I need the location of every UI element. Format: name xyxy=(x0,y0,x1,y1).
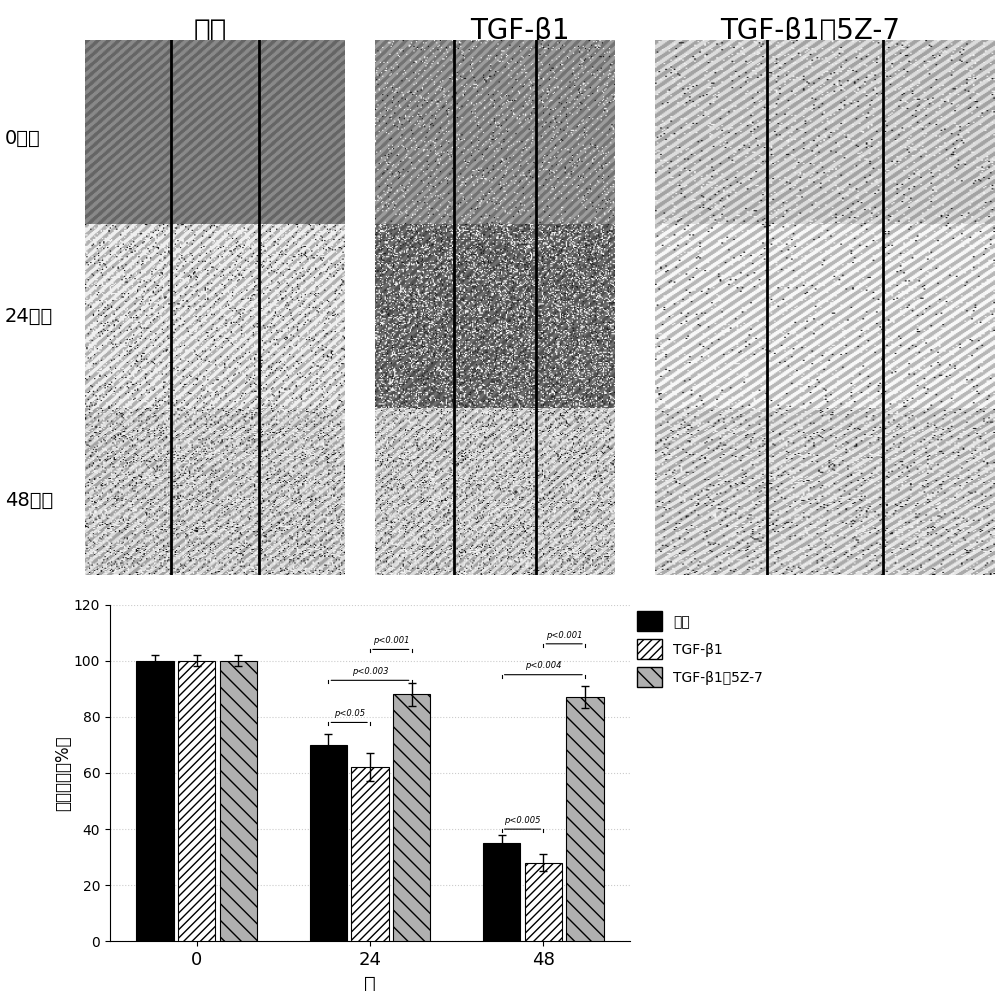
Bar xyxy=(525,863,562,941)
Text: p<0.001: p<0.001 xyxy=(546,630,582,639)
Legend: 对照, TGF-β1, TGF-β1和5Z-7: 对照, TGF-β1, TGF-β1和5Z-7 xyxy=(637,611,763,687)
Text: p<0.001: p<0.001 xyxy=(373,636,409,645)
Text: p<0.003: p<0.003 xyxy=(352,667,388,676)
Text: 0小时: 0小时 xyxy=(5,129,41,148)
Bar xyxy=(351,767,389,941)
Text: 48小时: 48小时 xyxy=(5,491,53,509)
Bar xyxy=(483,843,520,941)
Bar xyxy=(136,661,174,941)
Bar xyxy=(393,695,430,941)
Y-axis label: 开放面积（%）: 开放面积（%） xyxy=(55,735,73,811)
Bar xyxy=(220,661,257,941)
Text: p<0.004: p<0.004 xyxy=(525,662,562,671)
Text: 对照: 对照 xyxy=(193,17,227,46)
Text: TGF-β1: TGF-β1 xyxy=(470,17,570,46)
Text: p<0.05: p<0.05 xyxy=(334,710,365,718)
Text: TGF-β1和5Z-7: TGF-β1和5Z-7 xyxy=(720,17,900,46)
Bar xyxy=(178,661,215,941)
Text: p<0.005: p<0.005 xyxy=(504,816,541,825)
Bar xyxy=(566,698,604,941)
Bar xyxy=(310,745,347,941)
Text: 24小时: 24小时 xyxy=(5,306,53,326)
X-axis label: 天: 天 xyxy=(364,975,376,991)
